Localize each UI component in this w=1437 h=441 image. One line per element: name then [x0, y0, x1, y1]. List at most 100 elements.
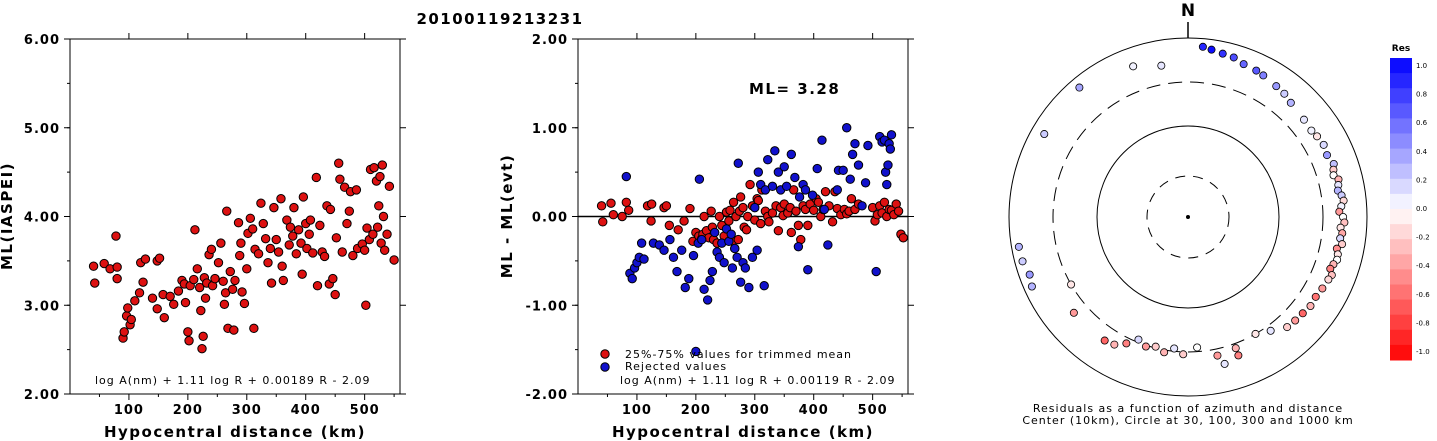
rejected-point — [726, 229, 736, 239]
data-point — [328, 273, 338, 284]
rejected-point — [790, 172, 800, 183]
colorbar-cell — [1390, 178, 1412, 195]
rejected-point — [794, 192, 805, 202]
legend-label-used: 25%-75% values for trimmed mean — [625, 348, 852, 361]
residual-point — [1318, 284, 1327, 293]
colorbar-title: Res — [1392, 44, 1410, 54]
data-point — [111, 231, 121, 241]
rejected-point — [832, 185, 842, 195]
residual-point — [1286, 98, 1295, 107]
data-point — [173, 286, 184, 296]
used-point — [733, 234, 743, 245]
data-point — [216, 238, 226, 248]
data-point — [134, 288, 145, 298]
rejected-point — [747, 252, 758, 263]
used-point — [725, 205, 735, 215]
residual-point — [1299, 115, 1308, 124]
rejected-point — [665, 234, 675, 245]
data-point — [263, 257, 273, 268]
colorbar-cell — [1390, 103, 1412, 119]
rejected-point — [819, 204, 830, 215]
data-point — [256, 198, 266, 208]
residual-point — [1075, 83, 1084, 92]
data-point — [304, 229, 314, 239]
rejected-point — [753, 167, 764, 177]
residual-point — [1110, 340, 1119, 349]
data-point — [258, 218, 268, 229]
residual-point — [1198, 42, 1207, 51]
residual-point — [1319, 140, 1328, 149]
y-tick-label: 0.00 — [532, 211, 568, 226]
data-point — [90, 278, 100, 288]
x-tick-label: 500 — [350, 403, 380, 418]
polar-data-points — [1014, 42, 1349, 368]
ml-value-label: ML= 3.28 — [749, 80, 840, 98]
residual-point — [1252, 66, 1261, 75]
x-tick-label: 400 — [799, 403, 829, 418]
x-tick-label: 200 — [681, 403, 711, 418]
colorbar-tick-label: 1.0 — [1416, 62, 1427, 70]
colorbar-cell — [1390, 314, 1412, 331]
rejected-point — [886, 130, 897, 140]
residual-point — [1213, 351, 1222, 360]
north-label: N — [1181, 1, 1195, 21]
colorbar-cell — [1390, 344, 1412, 361]
rejected-point — [730, 243, 740, 254]
data-point — [342, 218, 352, 229]
ring-30km — [1146, 175, 1230, 259]
data-point — [285, 222, 296, 232]
rejected-point — [691, 346, 701, 357]
data-point — [233, 218, 244, 228]
rejected-point — [845, 174, 855, 184]
residual-point — [1027, 282, 1036, 291]
rejected-point — [680, 282, 690, 293]
data-point — [112, 273, 122, 284]
residual-point — [1306, 301, 1315, 310]
residual-point — [1283, 323, 1292, 332]
data-point — [298, 192, 309, 202]
data-point — [384, 181, 395, 192]
data-point — [330, 289, 340, 300]
used-point — [679, 216, 689, 226]
data-point — [197, 344, 207, 354]
residual-point — [1160, 348, 1169, 357]
data-point — [378, 211, 389, 222]
x-tick-label: 500 — [858, 403, 888, 418]
rejected-point — [763, 155, 773, 165]
rejected-point — [733, 158, 743, 168]
data-point — [239, 298, 250, 309]
caption-line-1: Residuals as a function of azimuth and d… — [1033, 402, 1343, 415]
used-point — [685, 203, 695, 214]
middle-formula: log A(nm) + 1.11 log R + 0.00119 R - 2.0… — [620, 374, 895, 387]
data-point — [351, 185, 362, 195]
data-point — [112, 262, 122, 272]
data-point — [325, 204, 336, 215]
colorbar-cell — [1390, 148, 1412, 165]
data-point — [253, 249, 264, 259]
data-point — [147, 293, 158, 303]
y-tick-label: 2.00 — [532, 33, 568, 48]
left-formula: log A(nm) + 1.11 log R + 0.00189 R - 2.0… — [95, 374, 370, 387]
x-tick-label: 400 — [291, 403, 321, 418]
colorbar-cell — [1390, 239, 1412, 255]
data-point — [311, 172, 322, 183]
rejected-point — [735, 277, 746, 287]
data-point — [138, 277, 148, 287]
data-point — [192, 264, 202, 274]
rejected-point — [699, 284, 709, 294]
used-point — [735, 192, 746, 202]
residual-point — [1280, 89, 1289, 98]
rejected-point — [803, 265, 813, 275]
residual-point — [1251, 329, 1260, 338]
ring-100km — [1096, 125, 1280, 309]
used-point — [793, 220, 804, 231]
data-point — [190, 225, 200, 235]
data-point — [189, 274, 199, 285]
legend-marker-rejected — [600, 362, 610, 372]
used-point — [879, 197, 890, 208]
residual-point — [1025, 270, 1034, 279]
rejected-point — [853, 160, 864, 170]
residual-point — [1307, 126, 1316, 135]
used-point — [664, 220, 675, 231]
